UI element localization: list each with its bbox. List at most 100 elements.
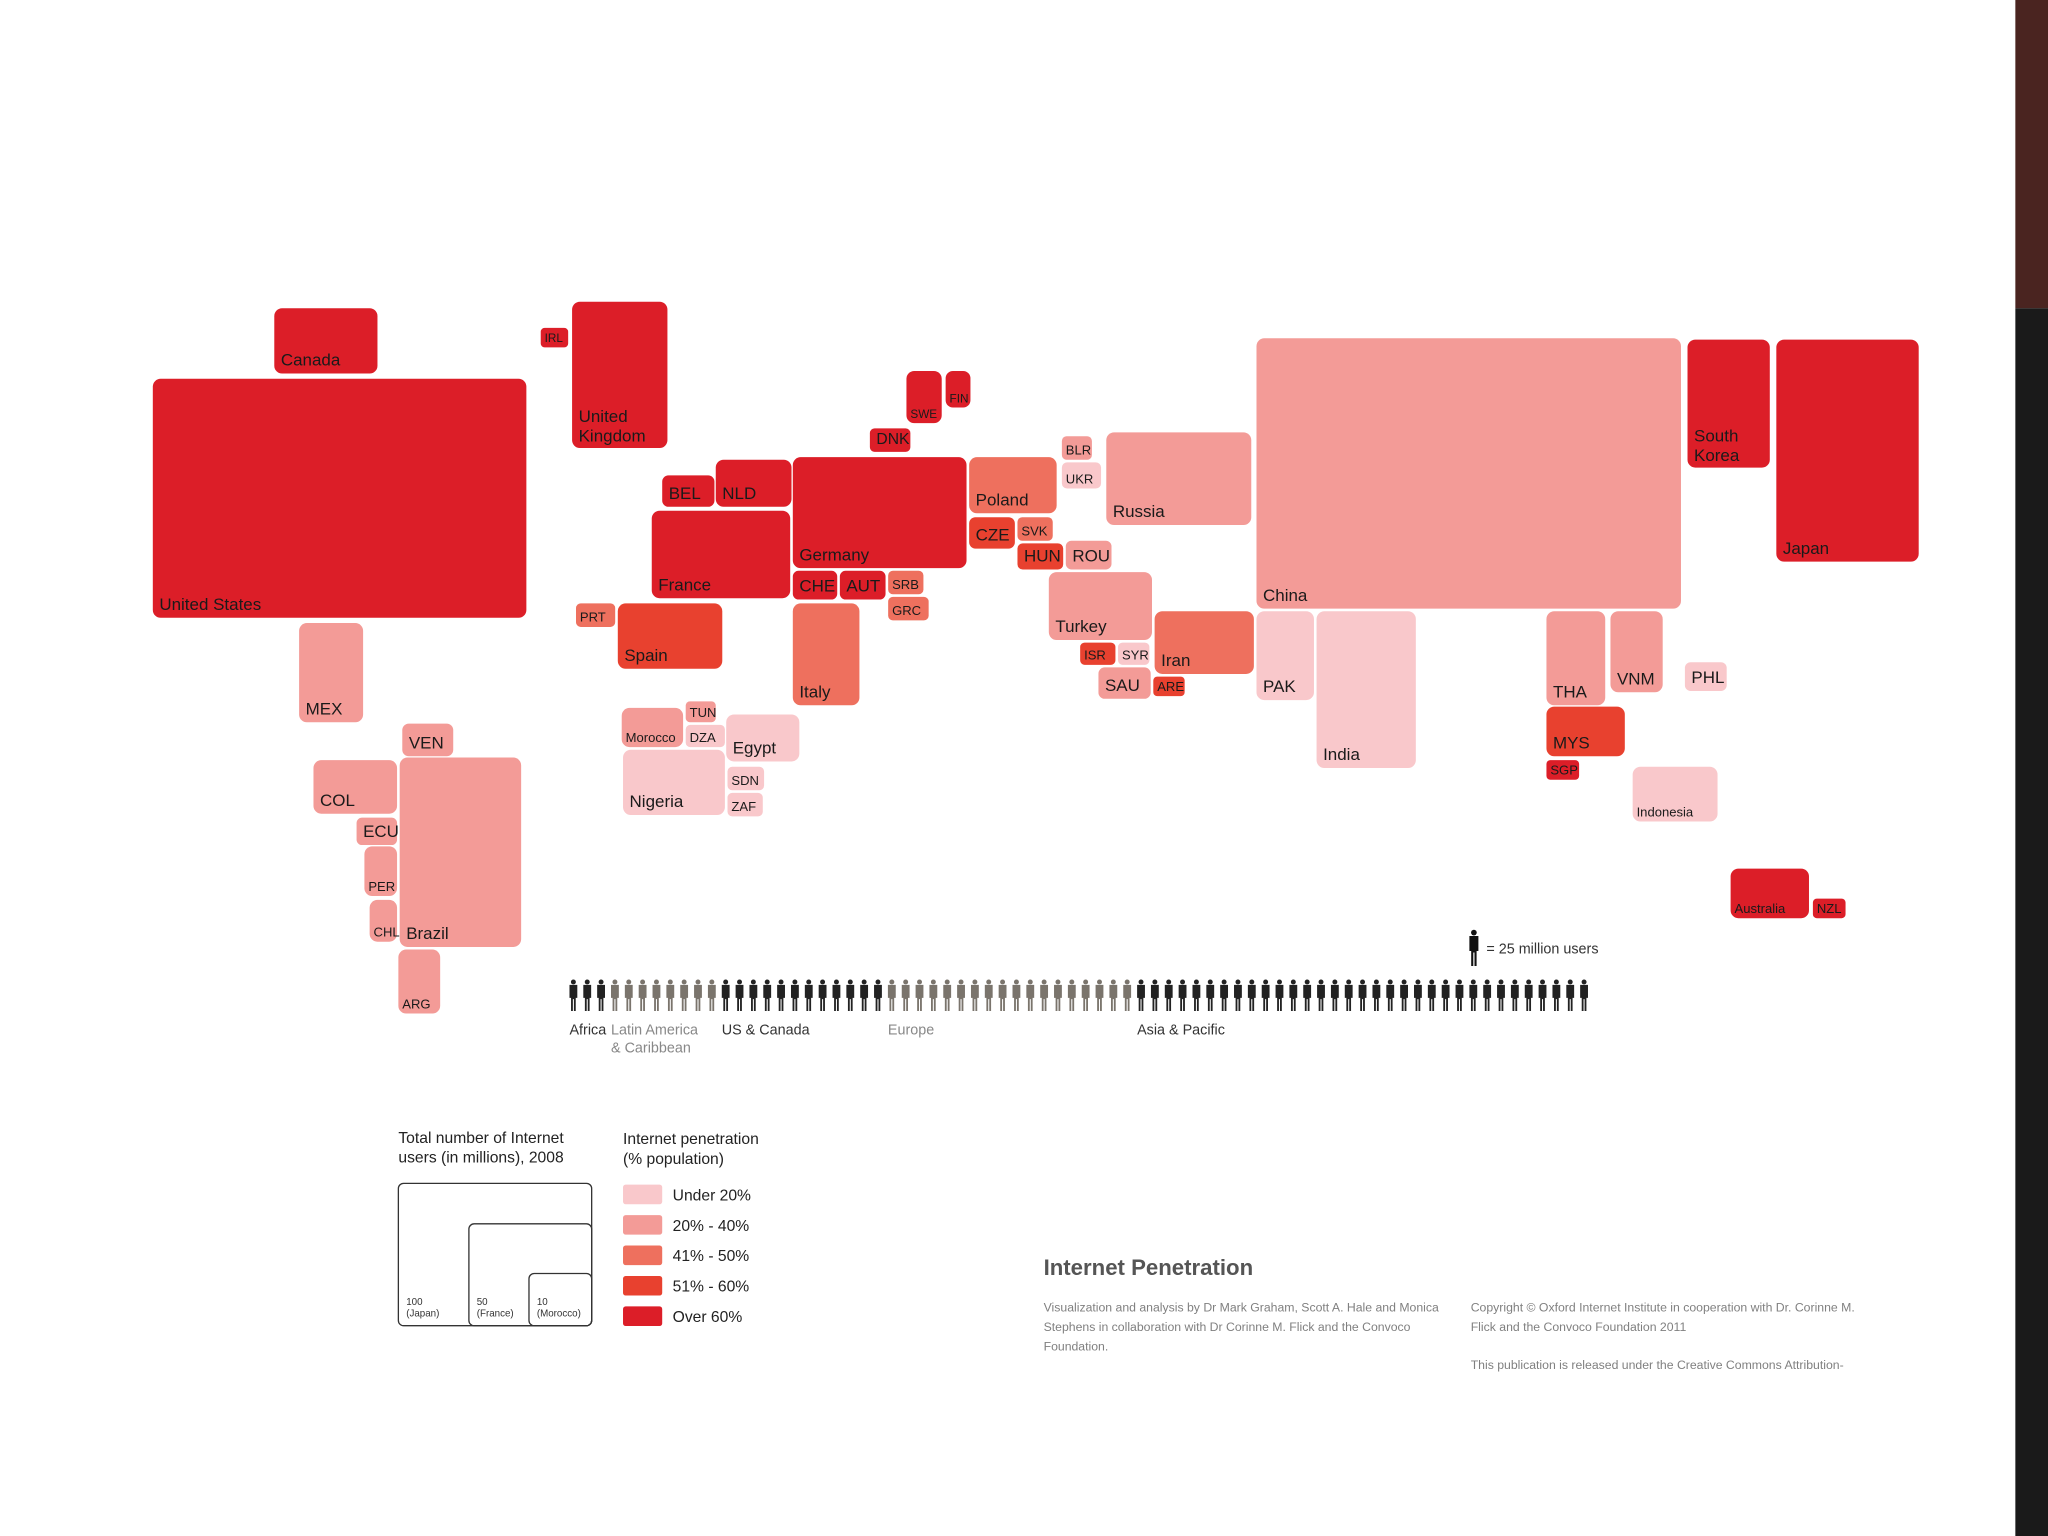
country-label: MEX [306,699,343,718]
legend-swatch [623,1245,663,1266]
country-label: ZAF [731,799,756,814]
person-head [833,979,839,985]
country-label: South Korea [1694,426,1743,465]
country-label: BLR [1066,443,1091,458]
person-body [1206,984,1215,1011]
person-head [1290,979,1296,985]
legend-label: 20% - 40% [673,1218,750,1235]
country-box [1061,462,1102,489]
country-label: United States [159,595,261,614]
country-label: SRB [892,577,919,592]
person-body [1330,984,1339,1011]
country-box [685,724,725,748]
country-box [1118,642,1150,665]
country-label: SVK [1021,524,1047,539]
country-label: VNM [1617,669,1655,688]
country-box [1017,543,1064,570]
person-head [847,979,853,985]
person-body [1081,984,1090,1011]
person-body [707,984,716,1011]
country-label: ARE [1157,679,1184,694]
person-head [1083,979,1089,985]
person-head [1124,979,1130,985]
country-label: FIN [950,392,969,405]
size-legend-title: Total number of Internet [398,1130,564,1147]
person-head [986,979,992,985]
person-body [1178,984,1187,1011]
legend-swatch [623,1215,663,1235]
country-box [1017,517,1053,541]
person-head [1429,979,1435,985]
person-body [1164,984,1173,1011]
person-body [1344,984,1353,1011]
person-head [1581,979,1587,985]
copyright: Copyright © Oxford Internet Institute in… [1470,1299,1855,1334]
person-head [820,979,826,985]
people-group-label: & Caribbean [611,1041,691,1057]
country-box [906,370,942,424]
person-head [640,979,646,985]
person-body [929,984,938,1011]
country-label: China [1263,586,1308,605]
person-head [1415,979,1421,985]
person-head [612,979,618,985]
person-body [1400,984,1408,1011]
country-label: BEL [669,484,701,503]
person-head [1193,979,1199,985]
person-head [1332,979,1338,985]
country-box [869,428,911,452]
country-label: SYR [1122,648,1149,663]
person-body [1040,984,1049,1011]
person-head [861,979,867,985]
person-head [1567,979,1573,985]
person-body [1275,984,1284,1011]
person-body [860,984,869,1011]
country-box [299,623,364,723]
country-label: SGP [1550,763,1578,778]
person-head [1249,979,1255,985]
country-label: VEN [409,733,444,752]
person-head [1553,979,1559,985]
person-head [889,979,895,985]
person-head [1097,979,1102,985]
country-label: IRL [545,332,564,345]
people-group-label: Europe [888,1022,934,1038]
people-group-label: US & Canada [722,1022,810,1038]
edge-strip [2015,308,2048,1536]
person-body [1247,984,1256,1011]
country-label: GRC [892,603,921,618]
person-body [1414,984,1422,1011]
person-head [1276,979,1282,985]
person-head [1152,979,1158,985]
size-box-note: (Morocco) [537,1309,581,1320]
person-head [1027,979,1033,985]
person-body [777,984,785,1011]
country-box [1080,642,1116,665]
title: Internet Penetration [1044,1255,1254,1280]
people-group [611,979,716,1011]
country-label: Australia [1735,901,1787,916]
person-body [1580,984,1588,1011]
people-group-label: Latin America [611,1022,698,1038]
country-box [1098,667,1151,699]
size-box [397,1182,593,1327]
person-head [1235,979,1241,985]
country-box [152,378,527,618]
person-body [1109,984,1118,1011]
person-body [1524,984,1533,1011]
size-box-note: (France) [477,1309,514,1320]
country-label: NLD [722,484,756,503]
person-head [737,979,743,985]
license: This publication is released under the C… [1470,1357,1844,1372]
country-box [621,707,684,748]
country-box [1048,572,1152,640]
person-head [1360,979,1366,985]
country-box [651,510,791,599]
country-box [1316,611,1416,768]
credits-box: Visualization and analysis by Dr Mark Gr… [1044,1300,1439,1354]
person-head [1166,979,1172,985]
people-group-label: Asia & Pacific [1137,1022,1225,1038]
country-box [1153,676,1185,697]
country-label: Morocco [626,730,676,745]
